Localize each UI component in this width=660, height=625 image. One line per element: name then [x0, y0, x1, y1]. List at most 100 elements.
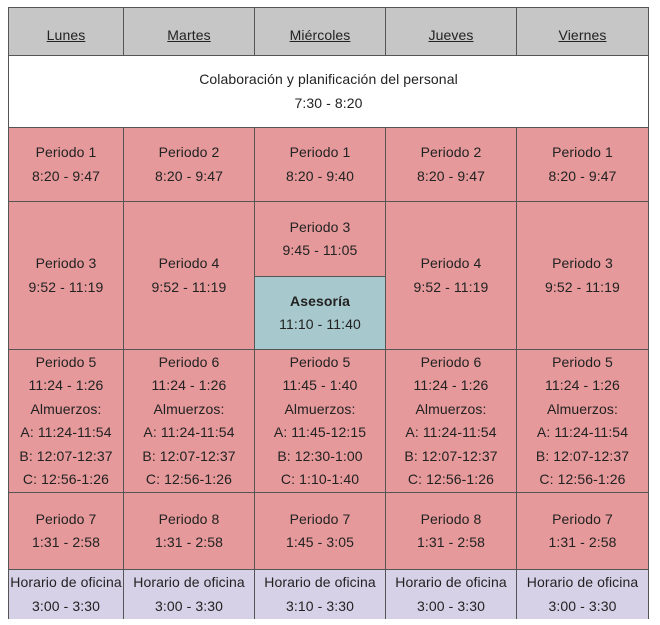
lunch-b: B: 12:07-12:37 — [19, 447, 113, 464]
office-hours-label: Horario de oficina — [133, 574, 245, 590]
day-header-jueves[interactable]: Jueves — [386, 8, 517, 56]
lunch-b: B: 12:30-1:00 — [277, 447, 363, 464]
staff-planning-block: Colaboración y planificación del persona… — [9, 56, 648, 128]
office-hours-label: Horario de oficina — [526, 574, 639, 590]
day-header-martes[interactable]: Martes — [124, 8, 255, 56]
office-hours-time: 3:00 - 3:30 — [154, 597, 224, 614]
period-label: Periodo 6 — [158, 353, 220, 370]
period-label: Periodo 7 — [552, 510, 613, 527]
period-cell: Periodo 1 8:20 - 9:47 — [9, 128, 124, 202]
lunch-a: A: 11:45-12:15 — [273, 424, 367, 440]
period-cell: Periodo 3 9:52 - 11:19 — [517, 202, 648, 350]
day-header-lunes[interactable]: Lunes — [9, 8, 124, 56]
period-time: 1:31 - 2:58 — [416, 534, 486, 550]
lunch-period-cell: Periodo 5 11:24 - 1:26 Almuerzos: A: 11:… — [9, 350, 124, 493]
period-time: 9:52 - 11:19 — [28, 278, 104, 295]
lunch-label: Almuerzos: — [30, 400, 102, 417]
period-label: Periodo 2 — [158, 144, 220, 160]
period-time: 1:31 - 2:58 — [31, 534, 101, 550]
period-label: Periodo 4 — [420, 255, 482, 271]
office-hours-time: 3:10 - 3:30 — [285, 597, 355, 614]
period-time: 8:20 - 9:47 — [548, 167, 617, 184]
period-time: 8:20 - 9:47 — [416, 167, 486, 184]
lunch-period-cell: Periodo 5 11:24 - 1:26 Almuerzos: A: 11:… — [517, 350, 648, 493]
lunch-b: B: 12:07-12:37 — [404, 447, 498, 464]
lunch-c: C: 12:56-1:26 — [145, 471, 233, 487]
period-label: Periodo 1 — [289, 144, 351, 160]
period-cell: Periodo 4 9:52 - 11:19 — [386, 202, 517, 350]
lunch-label: Almuerzos: — [415, 400, 487, 417]
lunch-c: C: 12:56-1:26 — [539, 471, 626, 487]
period-cell: Periodo 4 9:52 - 11:19 — [124, 202, 255, 350]
period-label: Periodo 4 — [158, 255, 220, 271]
period-time: 9:45 - 11:05 — [282, 242, 358, 258]
period-label: Periodo 3 — [289, 218, 351, 235]
period-time: 9:52 - 11:19 — [151, 278, 227, 295]
period-time: 11:45 - 1:40 — [282, 377, 358, 393]
period-cell: Periodo 3 9:45 - 11:05 — [255, 202, 386, 277]
day-header-viernes[interactable]: Viernes — [517, 8, 648, 56]
period-label: Periodo 6 — [420, 353, 482, 370]
day-header-miercoles[interactable]: Miércoles — [255, 8, 386, 56]
period-cell: Periodo 3 9:52 - 11:19 — [9, 202, 124, 350]
period-label: Periodo 3 — [35, 255, 97, 271]
period-label: Periodo 2 — [420, 144, 482, 160]
period-time: 1:31 - 2:58 — [154, 534, 224, 550]
period-cell: Periodo 7 1:31 - 2:58 — [517, 493, 648, 570]
period-cell: Periodo 8 1:31 - 2:58 — [386, 493, 517, 570]
period-time: 8:20 - 9:40 — [285, 167, 355, 184]
advisory-time: 11:10 - 11:40 — [279, 316, 361, 332]
advisory-title: Asesoría — [290, 292, 350, 309]
day-header-label[interactable]: Miércoles — [289, 27, 351, 43]
period-cell: Periodo 7 1:45 - 3:05 — [255, 493, 386, 570]
lunch-b: B: 12:07-12:37 — [142, 447, 236, 464]
staff-planning-time: 7:30 - 8:20 — [294, 94, 363, 111]
lunch-period-cell: Periodo 6 11:24 - 1:26 Almuerzos: A: 11:… — [124, 350, 255, 493]
schedule-table: Lunes Martes Miércoles Jueves Viernes Co… — [8, 7, 649, 619]
office-hours-time: 3:00 - 3:30 — [548, 597, 617, 614]
period-label: Periodo 5 — [35, 353, 97, 370]
day-header-label[interactable]: Martes — [167, 27, 211, 43]
period-time: 8:20 - 9:47 — [31, 167, 101, 184]
period-cell: Periodo 1 8:20 - 9:47 — [517, 128, 648, 202]
lunch-c: C: 12:56-1:26 — [407, 471, 495, 487]
period-label: Periodo 7 — [289, 510, 351, 527]
office-hours-cell: Horario de oficina 3:00 - 3:30 — [124, 570, 255, 619]
office-hours-cell: Horario de oficina 3:00 - 3:30 — [517, 570, 648, 619]
period-time: 1:45 - 3:05 — [285, 534, 355, 550]
period-time: 8:20 - 9:47 — [154, 167, 224, 184]
period-cell: Periodo 2 8:20 - 9:47 — [124, 128, 255, 202]
lunch-period-cell: Periodo 6 11:24 - 1:26 Almuerzos: A: 11:… — [386, 350, 517, 493]
lunch-a: A: 11:24-11:54 — [20, 424, 112, 440]
lunch-a: A: 11:24-11:54 — [143, 424, 235, 440]
period-time: 11:24 - 1:26 — [545, 377, 620, 393]
office-hours-label: Horario de oficina — [264, 574, 376, 590]
period-time: 1:31 - 2:58 — [548, 534, 617, 550]
day-header-label[interactable]: Jueves — [428, 27, 474, 43]
period-label: Periodo 7 — [35, 510, 97, 527]
lunch-c: C: 1:10-1:40 — [280, 471, 360, 487]
day-header-label[interactable]: Lunes — [46, 27, 86, 43]
office-hours-label: Horario de oficina — [395, 574, 507, 590]
lunch-a: A: 11:24-11:54 — [536, 424, 629, 440]
lunch-c: C: 12:56-1:26 — [22, 471, 110, 487]
period-cell: Periodo 8 1:31 - 2:58 — [124, 493, 255, 570]
office-hours-cell: Horario de oficina 3:00 - 3:30 — [9, 570, 124, 619]
period-label: Periodo 5 — [289, 353, 351, 370]
office-hours-time: 3:00 - 3:30 — [31, 597, 101, 614]
period-label: Periodo 8 — [158, 510, 220, 527]
period-label: Periodo 1 — [552, 144, 613, 160]
day-header-label[interactable]: Viernes — [558, 27, 607, 43]
lunch-label: Almuerzos: — [153, 400, 225, 417]
lunch-label: Almuerzos: — [284, 400, 356, 417]
period-label: Periodo 5 — [552, 353, 613, 370]
period-cell: Periodo 7 1:31 - 2:58 — [9, 493, 124, 570]
period-label: Periodo 1 — [35, 144, 97, 160]
period-time: 11:24 - 1:26 — [151, 377, 227, 393]
period-cell: Periodo 1 8:20 - 9:40 — [255, 128, 386, 202]
advisory-cell: Asesoría 11:10 - 11:40 — [255, 277, 386, 350]
period-time: 9:52 - 11:19 — [413, 278, 489, 295]
office-hours-time: 3:00 - 3:30 — [416, 597, 486, 614]
period-cell: Periodo 2 8:20 - 9:47 — [386, 128, 517, 202]
office-hours-cell: Horario de oficina 3:00 - 3:30 — [386, 570, 517, 619]
